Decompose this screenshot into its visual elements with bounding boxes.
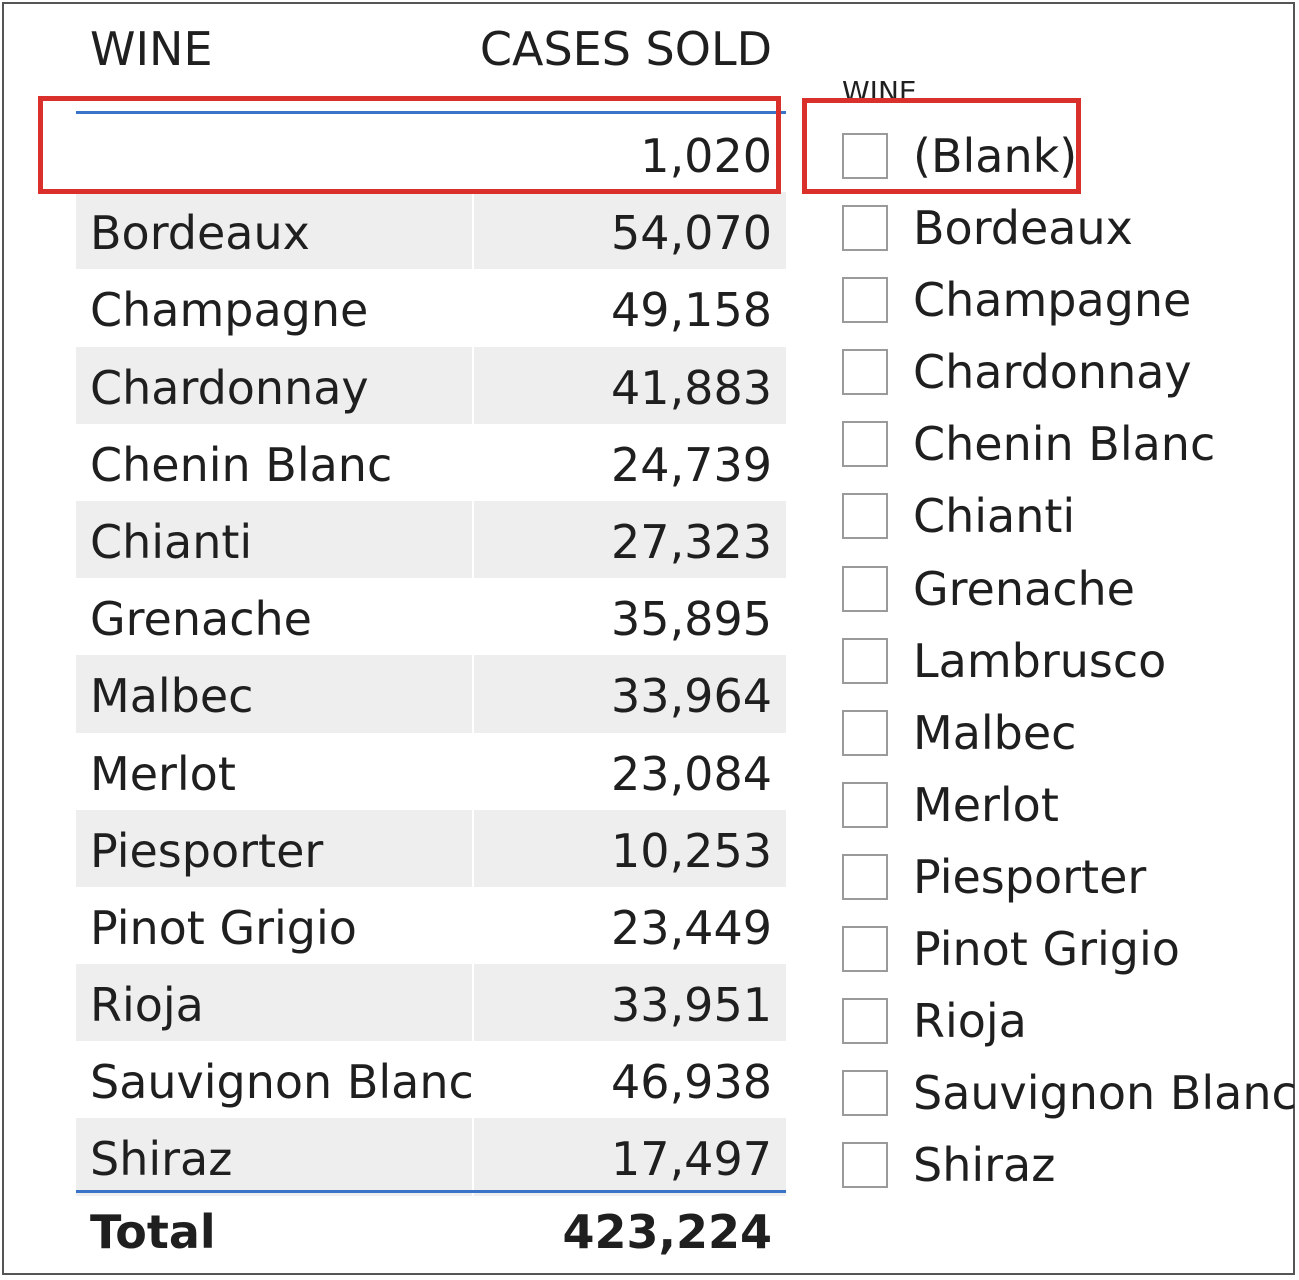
wine-cell: Champagne <box>90 283 369 338</box>
checkbox[interactable] <box>842 1142 888 1189</box>
slicer-item-label: Lambrusco <box>913 633 1167 688</box>
slicer-item[interactable]: Chenin Blanc <box>824 408 1294 480</box>
slicer-item-label: Chardonnay <box>913 345 1192 400</box>
checkbox[interactable] <box>842 781 888 828</box>
checkbox[interactable] <box>842 133 888 179</box>
slicer-title: WINE <box>842 75 917 104</box>
cases-sold-cell: 41,883 <box>611 360 772 415</box>
cases-sold-cell: 24,739 <box>611 437 772 492</box>
table-row[interactable]: Malbec 33,964 <box>76 655 786 733</box>
slicer-item[interactable]: Lambrusco <box>824 625 1294 697</box>
cases-sold-cell: 10,253 <box>611 823 772 878</box>
slicer-item-label: Chianti <box>913 489 1076 544</box>
slicer-item[interactable]: Grenache <box>824 553 1294 625</box>
checkbox[interactable] <box>842 349 888 396</box>
table-row[interactable]: Chenin Blanc 24,739 <box>76 424 786 501</box>
slicer-item[interactable]: Champagne <box>824 264 1294 336</box>
table-row[interactable]: Merlot 23,084 <box>76 733 786 810</box>
slicer-item[interactable]: Sauvignon Blanc <box>824 1057 1297 1129</box>
slicer-item[interactable]: Malbec <box>824 697 1294 769</box>
wine-cell: Bordeaux <box>90 206 310 261</box>
total-divider <box>76 1190 786 1193</box>
cases-sold-cell: 46,938 <box>611 1055 772 1110</box>
checkbox[interactable] <box>842 926 888 973</box>
wine-cell: Chardonnay <box>90 360 369 415</box>
slicer-item[interactable]: Rioja <box>824 985 1294 1057</box>
slicer-item[interactable]: Chianti <box>824 480 1294 552</box>
total-row: Total 423,224 <box>76 1199 786 1265</box>
cases-sold-cell: 27,323 <box>611 514 772 569</box>
slicer-list: (Blank) Bordeaux Champagne Chardonnay Chenin… <box>824 120 1297 1201</box>
slicer-item-label: Grenache <box>913 561 1135 616</box>
slicer-item-label: Merlot <box>913 777 1059 832</box>
slicer-item[interactable]: Piesporter <box>824 841 1294 913</box>
table-row[interactable]: Chardonnay 41,883 <box>76 346 786 424</box>
cases-sold-cell: 33,951 <box>611 978 772 1033</box>
cases-sold-cell: 17,497 <box>611 1132 772 1187</box>
wine-cell: Chianti <box>90 514 253 569</box>
checkbox[interactable] <box>842 277 888 324</box>
cases-sold-cell: 33,964 <box>611 669 772 724</box>
cases-sold-cell: 1,020 <box>640 129 772 183</box>
slicer-item-label: Bordeaux <box>913 201 1133 256</box>
cases-sold-cell: 23,084 <box>611 746 772 801</box>
slicer-item[interactable]: Chardonnay <box>824 336 1294 408</box>
table-row[interactable]: Rioja 33,951 <box>76 964 786 1042</box>
checkbox[interactable] <box>842 853 888 900</box>
slicer-item-label: (Blank) <box>913 129 1078 183</box>
column-header-wine[interactable]: WINE <box>90 22 213 76</box>
wine-cell: Chenin Blanc <box>90 437 393 492</box>
cases-sold-cell: 49,158 <box>611 283 772 338</box>
table-row[interactable]: Grenache 35,895 <box>76 578 786 655</box>
wine-cell: Sauvignon Blanc <box>90 1055 474 1110</box>
slicer-item-label: Sauvignon Blanc <box>913 1066 1297 1121</box>
checkbox[interactable] <box>842 493 888 540</box>
slicer-item-label: Malbec <box>913 705 1077 760</box>
table-row[interactable]: Shiraz 17,497 <box>76 1118 786 1196</box>
checkbox[interactable] <box>842 565 888 612</box>
slicer-item[interactable]: (Blank) <box>824 120 1294 192</box>
table-row[interactable]: Champagne 49,158 <box>76 269 786 346</box>
table-header: WINE CASES SOLD <box>76 14 786 84</box>
cases-sold-cell: 35,895 <box>611 592 772 647</box>
slicer-item[interactable]: Shiraz <box>824 1129 1294 1201</box>
wine-cell: Rioja <box>90 978 204 1033</box>
slicer-item[interactable]: Bordeaux <box>824 192 1294 264</box>
table-row[interactable]: Piesporter 10,253 <box>76 809 786 888</box>
slicer-item[interactable]: Merlot <box>824 769 1294 841</box>
slicer-item-label: Shiraz <box>913 1138 1056 1193</box>
table-row[interactable]: Pinot Grigio 23,449 <box>76 887 786 964</box>
wine-cell: Shiraz <box>90 1132 233 1187</box>
cases-sold-cell: 23,449 <box>611 900 772 955</box>
column-header-cases-sold[interactable]: CASES SOLD <box>479 22 772 76</box>
table-body: 1,020 Bordeaux 54,070 Champagne 49,158 Chardo… <box>76 115 786 1196</box>
total-value: 423,224 <box>562 1205 772 1259</box>
slicer-item-label: Rioja <box>913 994 1027 1049</box>
checkbox[interactable] <box>842 998 888 1045</box>
slicer-item[interactable]: Pinot Grigio <box>824 913 1294 985</box>
wine-cell: Pinot Grigio <box>90 900 357 955</box>
checkbox[interactable] <box>842 1070 888 1117</box>
checkbox[interactable] <box>842 637 888 684</box>
slicer-item-label: Piesporter <box>913 849 1147 904</box>
table-row[interactable]: Bordeaux 54,070 <box>76 192 786 270</box>
total-label: Total <box>90 1205 216 1259</box>
checkbox[interactable] <box>842 709 888 756</box>
slicer-item-label: Pinot Grigio <box>913 922 1180 977</box>
wine-cell: Merlot <box>90 746 236 801</box>
slicer-item-label: Champagne <box>913 273 1192 328</box>
checkbox[interactable] <box>842 421 888 468</box>
table-row[interactable]: Sauvignon Blanc 46,938 <box>76 1041 786 1118</box>
wine-slicer: WINE (Blank) Bordeaux Champagne Chardonnay C… <box>824 64 1297 1214</box>
header-divider <box>76 111 786 114</box>
table-row[interactable]: Chianti 27,323 <box>76 500 786 579</box>
wine-cell: Malbec <box>90 669 254 724</box>
table-row[interactable]: 1,020 <box>76 115 786 192</box>
cases-sold-cell: 54,070 <box>611 206 772 261</box>
slicer-item-label: Chenin Blanc <box>913 417 1216 472</box>
wine-cell: Grenache <box>90 592 312 647</box>
wine-cell: Piesporter <box>90 823 324 878</box>
checkbox[interactable] <box>842 205 888 252</box>
